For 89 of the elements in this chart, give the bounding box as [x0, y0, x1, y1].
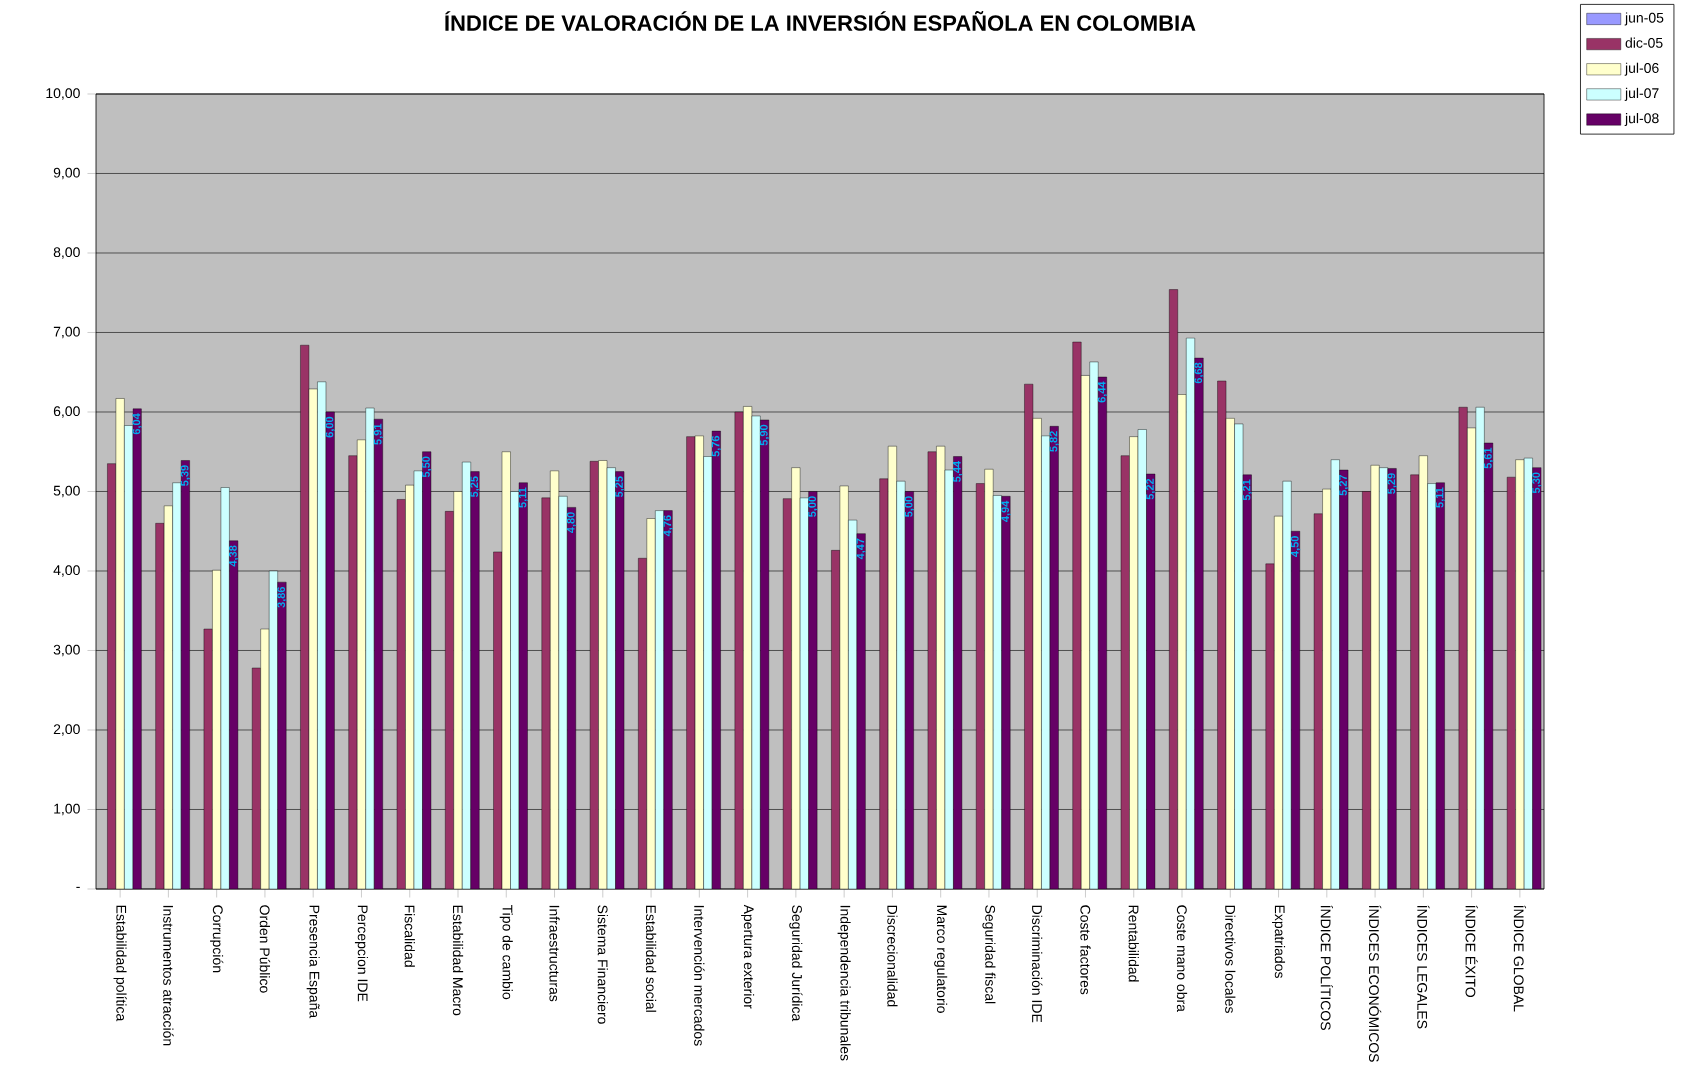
- y-tick-label: 2,00: [53, 724, 80, 736]
- y-tick-label: 5,00: [53, 485, 80, 498]
- x-tick-label: Seguridad fiscal: [982, 905, 996, 1004]
- y-tick-label: 1,00: [54, 803, 80, 816]
- bar: [260, 628, 270, 889]
- data-label: 4,94: [1001, 500, 1011, 522]
- x-tick-label: ÍNDICES LEGALES: [1417, 905, 1430, 1029]
- data-label: 5,61: [1483, 447, 1494, 469]
- bar: [1072, 341, 1082, 889]
- data-label: 5,29: [1387, 473, 1397, 494]
- x-tick-label: Fiscalidad: [404, 905, 415, 967]
- y-tick-label: -: [76, 886, 80, 888]
- x-tick-label: Instrumentos atracción: [163, 905, 174, 1046]
- data-label: 5,11: [1435, 487, 1445, 508]
- x-tick-label: Directivos locales: [1225, 905, 1236, 1013]
- x-tick-label: Seguridad Jurídica: [789, 905, 803, 1022]
- data-label: 4,38: [228, 545, 239, 567]
- x-tick-label: Sistema Financiero: [597, 905, 608, 1024]
- data-label: 5,39: [180, 465, 191, 486]
- y-tick-label: 8,00: [53, 247, 80, 259]
- legend-label: jul-08: [1624, 112, 1659, 127]
- data-label: 5,90: [759, 424, 770, 446]
- x-tick-label: Coste factores: [1080, 905, 1091, 995]
- data-label: 6,68: [1194, 362, 1204, 384]
- x-tick-label: Expatriados: [1272, 905, 1286, 979]
- data-label: 6,00: [325, 416, 335, 438]
- data-label: 5,21: [1242, 479, 1252, 501]
- data-label: 5,22: [1146, 478, 1156, 500]
- chart-title: ÍNDICE DE VALORACIÓN DE LA INVERSIÓN ESPAÑOLA EN COLOMBIA: [445, 11, 1196, 31]
- bar: [879, 478, 889, 889]
- data-label: 5,25: [470, 476, 480, 498]
- x-tick-label: Presencia España: [306, 905, 320, 1019]
- y-tick-label: 6,00: [53, 406, 80, 418]
- data-label: 5,44: [953, 460, 963, 482]
- data-label: 5,11: [518, 487, 528, 508]
- x-tick-label: ÍNDICE POLÍTICOS: [1320, 905, 1333, 1030]
- x-tick-label: Orden Público: [259, 905, 271, 993]
- x-tick-label: Estabilidad política: [113, 905, 127, 1022]
- x-tick-label: Independencia tribunales: [837, 905, 851, 1061]
- x-tick-label: Corrupción: [210, 905, 224, 973]
- x-tick-label: ÍNDICES ECONÓMICOS: [1368, 905, 1382, 1062]
- bar: [646, 518, 656, 889]
- bar: [1177, 394, 1187, 889]
- bar: [453, 491, 463, 889]
- data-label: 5,50: [422, 456, 432, 478]
- data-label: 6,04: [132, 413, 142, 435]
- data-label: 4,80: [566, 512, 577, 534]
- x-tick-label: ÍNDICE ÉXITO: [1465, 905, 1478, 998]
- y-tick-label: 10,00: [46, 88, 80, 100]
- y-tick-label: 3,00: [53, 644, 80, 657]
- x-tick-label: Tipo de cambio: [499, 904, 513, 1000]
- bar: [348, 455, 358, 889]
- data-label: 6,44: [1097, 381, 1108, 403]
- bar: [155, 523, 165, 889]
- bar: [984, 469, 994, 889]
- data-label: 4,50: [1290, 536, 1301, 557]
- data-label: 5,00: [904, 496, 915, 517]
- x-tick-label: Discriminación IDE: [1032, 905, 1043, 1023]
- data-label: 5,82: [1049, 431, 1059, 452]
- x-tick-label: Marco regulatorio: [934, 905, 948, 1013]
- data-label: 4,47: [856, 538, 866, 560]
- legend-label: jul-06: [1624, 62, 1659, 76]
- data-label: 5,91: [373, 423, 384, 445]
- x-tick-label: Coste mano obra: [1176, 905, 1188, 1012]
- data-label: 5,25: [615, 476, 625, 498]
- y-tick-label: 4,00: [53, 565, 80, 577]
- legend-label: dic-05: [1625, 37, 1663, 48]
- legend-label: jun-05: [1624, 12, 1664, 26]
- data-label: 5,00: [808, 496, 818, 517]
- data-label: 5,27: [1339, 474, 1349, 496]
- data-label: 3,86: [277, 586, 287, 608]
- x-tick-label: Apertura exterior: [741, 904, 755, 1009]
- x-tick-label: Intervención mercados: [694, 905, 705, 1046]
- data-label: 5,76: [711, 435, 722, 457]
- x-tick-label: ÍNDICE GLOBAL: [1513, 905, 1527, 1012]
- x-tick-label: Rentabilidad: [1128, 905, 1139, 982]
- data-label: 5,30: [1532, 472, 1542, 494]
- x-tick-label: Estabilidad social: [645, 905, 657, 1012]
- x-tick-label: Infraestructuras: [549, 905, 560, 1002]
- bar: [1265, 563, 1275, 889]
- x-tick-label: Discrecionalidad: [887, 905, 898, 1007]
- x-tick-label: Percepcion IDE: [354, 905, 368, 1002]
- legend-label: jul-07: [1624, 87, 1659, 101]
- y-tick-label: 7,00: [53, 326, 80, 339]
- data-label: 4,76: [663, 515, 673, 537]
- bar: [1370, 465, 1380, 889]
- x-tick-label: Estabilidad Macro: [452, 905, 464, 1016]
- y-tick-label: 9,00: [53, 167, 80, 180]
- bar: [541, 497, 551, 889]
